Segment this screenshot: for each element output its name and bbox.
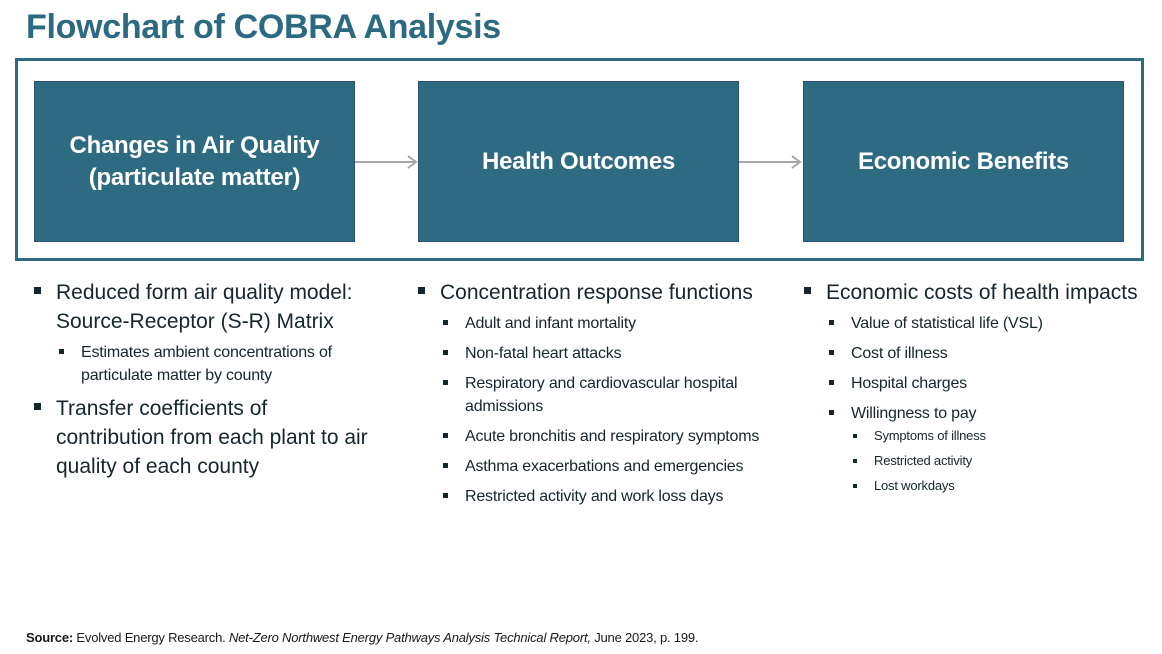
square-bullet-icon: [829, 380, 834, 385]
list-item: Reduced form air quality model: Source-R…: [30, 278, 375, 387]
list-item: Non-fatal heart attacks: [440, 342, 764, 365]
list-item: Cost of illness: [826, 342, 1145, 365]
square-bullet-icon: [443, 493, 448, 498]
square-bullet-icon: [443, 380, 448, 385]
square-bullet-icon: [443, 433, 448, 438]
column-air-quality: Reduced form air quality model: Source-R…: [30, 278, 375, 483]
flow-box-health-outcomes-label: Health Outcomes: [482, 147, 675, 175]
flowchart-frame: [15, 58, 1144, 261]
square-bullet-icon: [34, 287, 41, 294]
column-economic-benefits: Economic costs of health impacts Value o…: [800, 278, 1145, 502]
list-item: Economic costs of health impacts Value o…: [800, 278, 1145, 495]
square-bullet-icon: [59, 349, 64, 354]
list-item: Restricted activity: [851, 452, 1145, 470]
source-title: Net-Zero Northwest Energy Pathways Analy…: [228, 630, 591, 645]
flow-box-economic-benefits: Economic Benefits: [803, 81, 1124, 242]
list-item: Estimates ambient concentrations of part…: [56, 341, 375, 387]
column-health-outcomes: Concentration response functions Adult a…: [414, 278, 764, 515]
source-author: Evolved Energy Research.: [73, 630, 229, 645]
flow-box-air-quality-line1: Changes in Air Quality: [69, 131, 320, 159]
list-item: Hospital charges: [826, 372, 1145, 395]
list-item: Asthma exacerbations and emergencies: [440, 455, 764, 478]
square-bullet-icon: [418, 287, 425, 294]
square-bullet-icon: [829, 320, 834, 325]
right-arrow-icon: [739, 155, 802, 169]
page-title: Flowchart of COBRA Analysis: [26, 8, 501, 46]
list-item: Value of statistical life (VSL): [826, 312, 1145, 335]
list-item: Acute bronchitis and respiratory symptom…: [440, 425, 764, 448]
square-bullet-icon: [443, 350, 448, 355]
square-bullet-icon: [443, 320, 448, 325]
square-bullet-icon: [829, 410, 834, 415]
source-label: Source:: [26, 630, 74, 645]
square-bullet-icon: [853, 484, 857, 488]
list-item: Adult and infant mortality: [440, 312, 764, 335]
square-bullet-icon: [34, 403, 41, 410]
list-item: Symptoms of illness: [851, 427, 1145, 445]
list-item: Transfer coefficients of contribution fr…: [30, 394, 375, 481]
flow-box-health-outcomes: Health Outcomes: [418, 81, 739, 242]
list-item: Restricted activity and work loss days: [440, 485, 764, 508]
flow-box-economic-benefits-label: Economic Benefits: [858, 147, 1069, 175]
square-bullet-icon: [853, 434, 857, 438]
list-item: Respiratory and cardiovascular hospital …: [440, 372, 764, 418]
source-date: June 2023, p. 199.: [590, 630, 699, 645]
flow-box-air-quality-line2: (particulate matter): [88, 163, 301, 191]
list-item: Willingness to pay Symptoms of illness R…: [826, 402, 1145, 495]
list-item: Concentration response functions Adult a…: [414, 278, 764, 508]
square-bullet-icon: [853, 459, 857, 463]
square-bullet-icon: [804, 287, 811, 294]
right-arrow-icon: [355, 155, 418, 169]
flow-box-air-quality: Changes in Air Quality (particulate matt…: [34, 81, 355, 242]
square-bullet-icon: [443, 463, 448, 468]
square-bullet-icon: [829, 350, 834, 355]
list-item: Lost workdays: [851, 477, 1145, 495]
source-citation: Source: Evolved Energy Research. Net-Zer…: [26, 630, 699, 645]
